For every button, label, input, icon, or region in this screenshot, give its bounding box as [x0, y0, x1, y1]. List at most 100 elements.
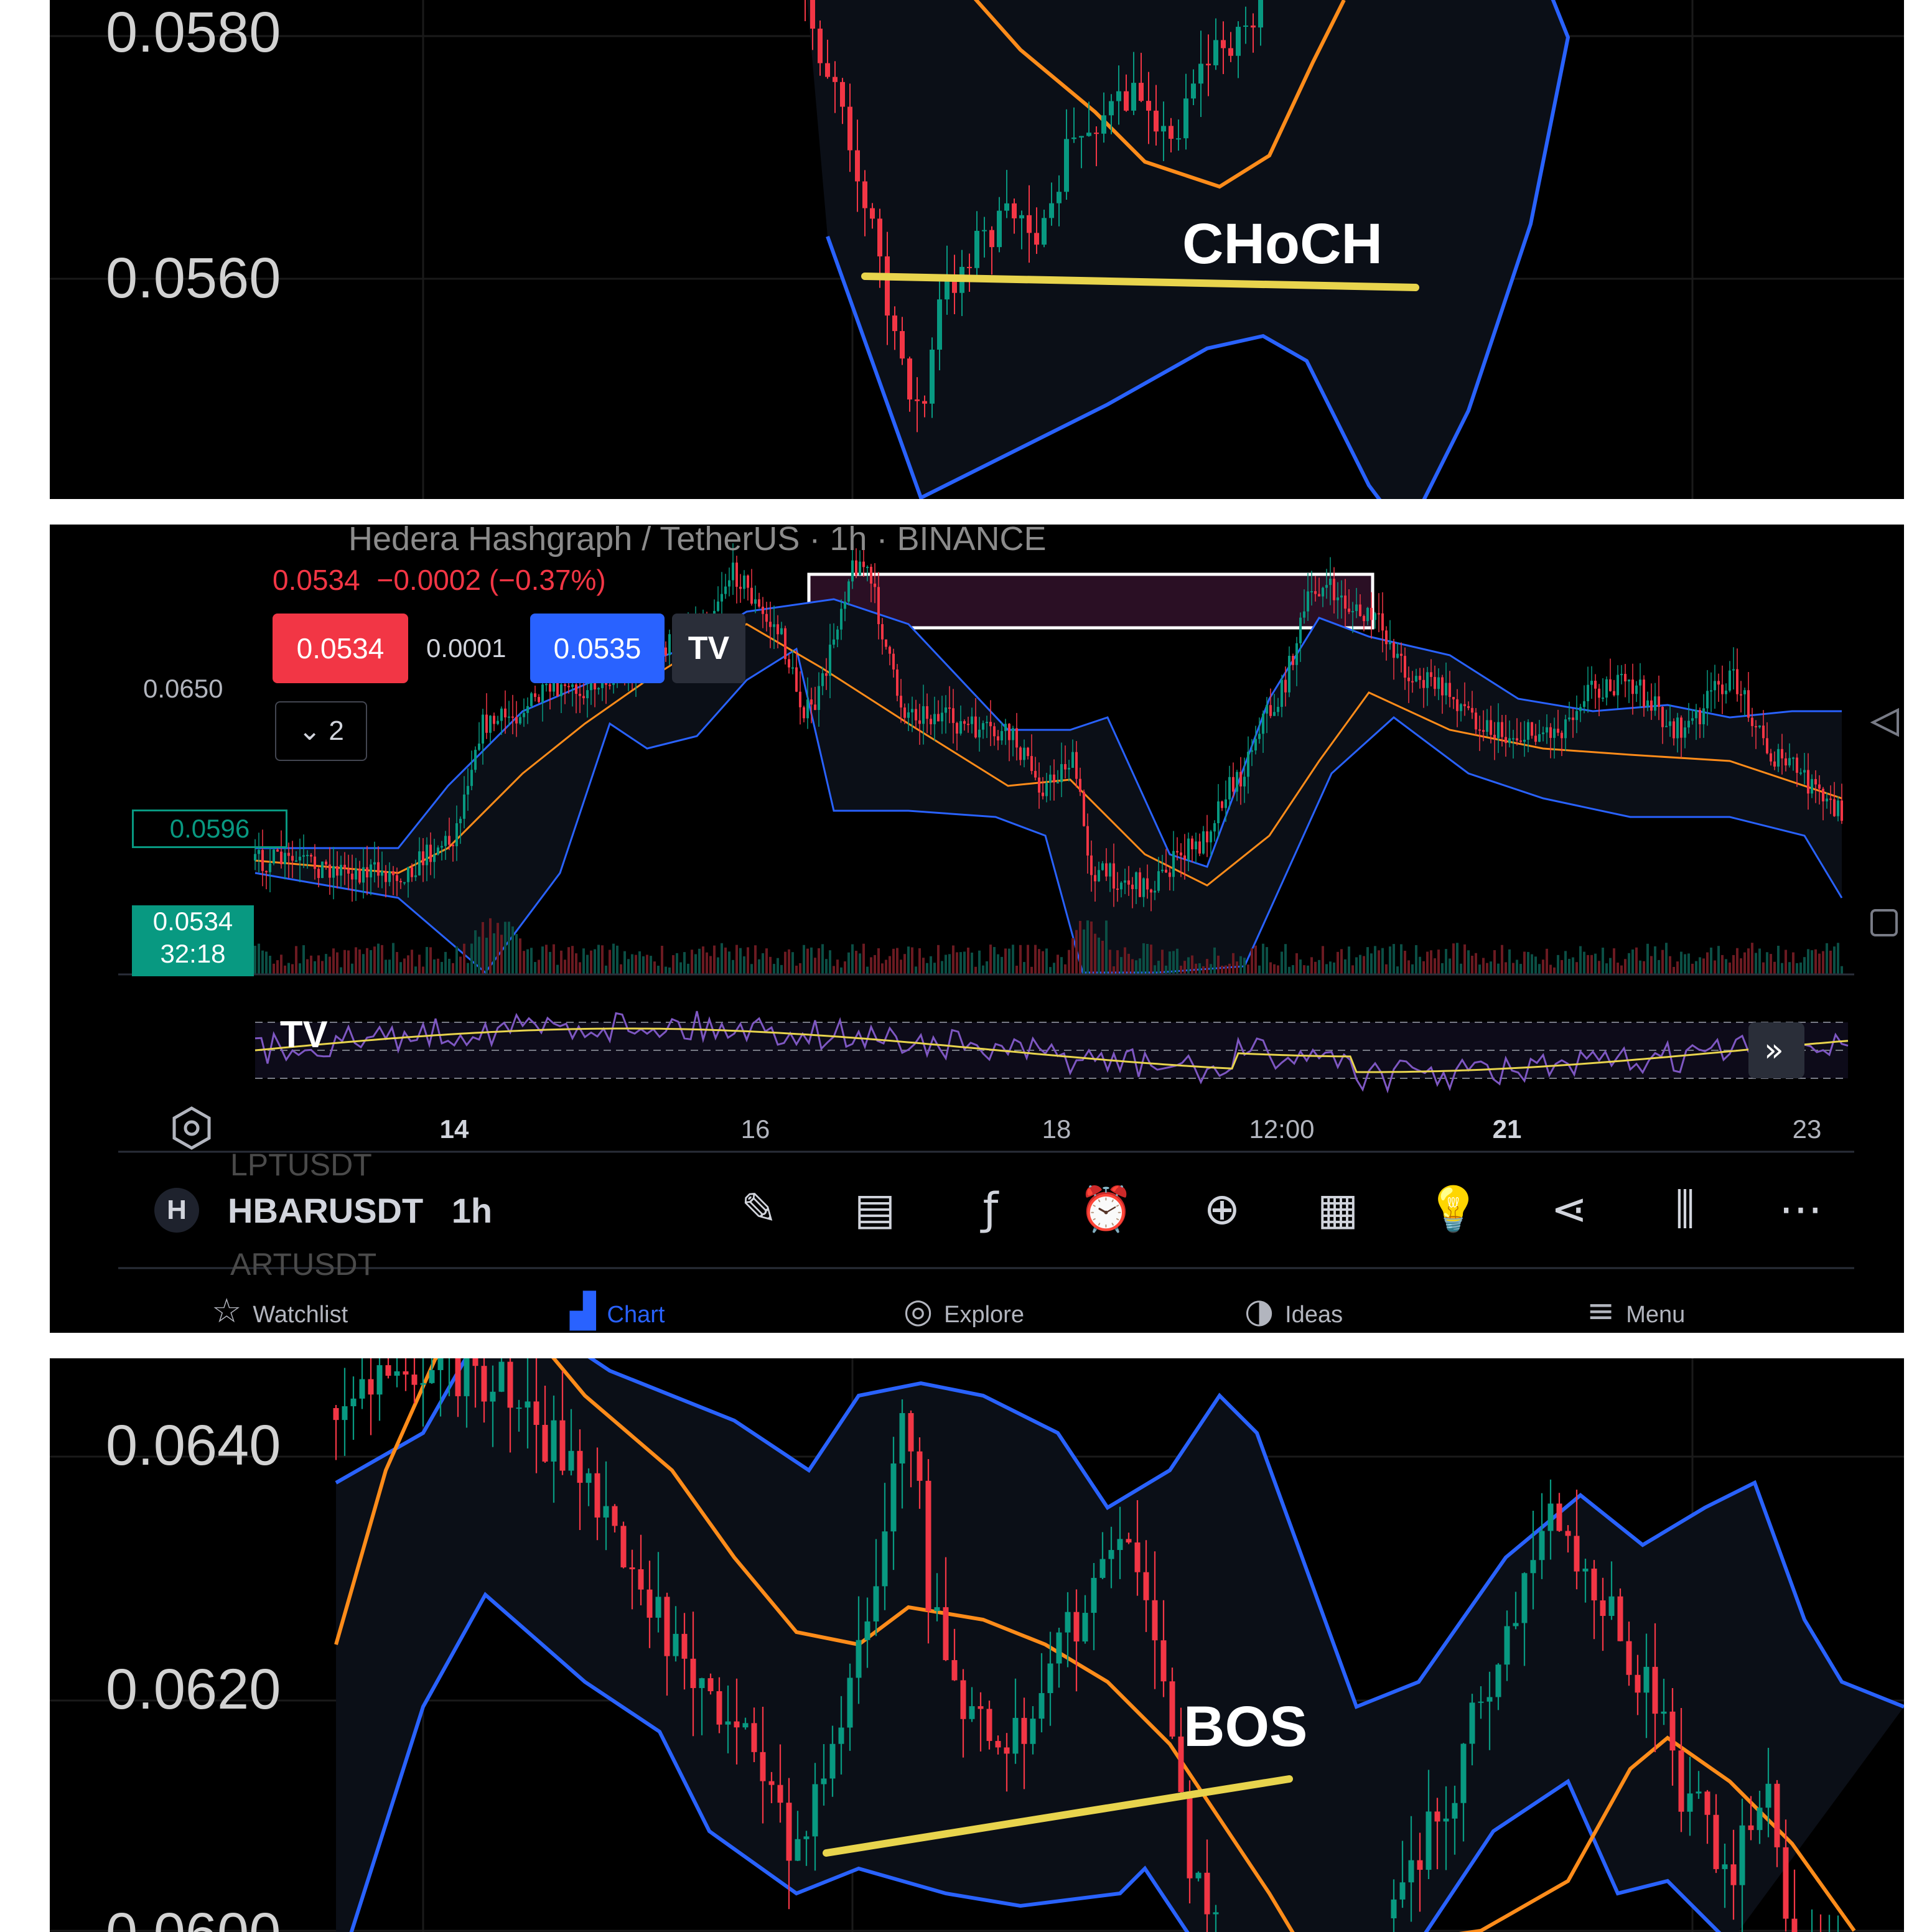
candle-body	[1391, 1899, 1397, 1918]
candle-body	[1826, 798, 1828, 801]
volume-bar	[381, 945, 383, 974]
candle-body	[472, 1358, 478, 1366]
nav-explore[interactable]: ◎ Explore	[903, 1291, 1024, 1330]
candle-body	[329, 864, 331, 878]
candle-body	[917, 1451, 923, 1481]
nav-menu[interactable]: ≡ Menu	[1587, 1291, 1685, 1330]
toolbar-interval[interactable]: 1h	[451, 1191, 493, 1230]
candle-body	[1108, 1550, 1114, 1559]
note-icon[interactable]: ▤	[854, 1183, 896, 1234]
candle-body	[788, 659, 790, 668]
candle-body	[394, 1371, 400, 1376]
volume-bar	[1684, 954, 1686, 974]
candle-body	[1475, 712, 1477, 730]
grid-icon[interactable]: ▦	[1317, 1183, 1359, 1234]
candle-body	[859, 561, 861, 576]
volume-bar	[1169, 951, 1171, 974]
volume-bar	[1452, 943, 1455, 974]
bot-lower-band	[349, 1592, 1722, 1932]
candle-body	[1743, 690, 1746, 694]
volume-bar	[273, 963, 275, 974]
volume-bar	[362, 954, 365, 974]
volume-bar	[470, 943, 473, 974]
candle-body	[1318, 594, 1320, 597]
main-chart-canvas[interactable]: TV »	[50, 525, 1904, 1333]
volume-bar	[1676, 961, 1679, 974]
symbol-title[interactable]: Hedera Hashgraph / TetherUS · 1h · BINAN…	[348, 525, 1047, 558]
zoomed-chart-bos: 0.0640 0.0620 0.0600 BOS	[50, 1358, 1904, 1932]
candle-body	[978, 729, 981, 738]
candle-body	[362, 867, 365, 883]
volume-bar	[1695, 961, 1697, 974]
candle-body	[498, 1361, 505, 1392]
indicators-collapse-button[interactable]: ⌄ 2	[275, 701, 367, 761]
candle-body	[1748, 1825, 1754, 1831]
volume-bar	[1531, 954, 1533, 974]
settings-hexagon-icon[interactable]	[167, 1103, 217, 1153]
candle-body	[1598, 688, 1600, 698]
volume-bar	[276, 960, 279, 974]
candle-body	[377, 862, 380, 876]
candle-body	[825, 673, 828, 676]
volume-bar	[1594, 953, 1597, 974]
candle-body	[1277, 707, 1279, 712]
volume-bar	[1687, 953, 1690, 974]
rsi-watermark: TV	[280, 1014, 328, 1055]
svg-text:H: H	[167, 1195, 187, 1225]
volume-bar	[698, 948, 701, 974]
more-icon[interactable]: ⋯	[1779, 1183, 1822, 1234]
candle-body	[1161, 126, 1166, 132]
volume-bar	[1247, 964, 1249, 974]
volume-bar	[1217, 955, 1220, 974]
candle-body	[1430, 672, 1432, 677]
volume-bar	[627, 959, 630, 974]
volume-bars	[254, 918, 1843, 974]
candle-body	[1495, 1664, 1501, 1697]
volume-bar	[1146, 944, 1149, 974]
volume-bar	[922, 958, 925, 974]
candle-body	[1617, 674, 1619, 696]
candle-body	[396, 875, 398, 881]
volume-bar	[1303, 965, 1305, 974]
sell-button[interactable]: 0.0534	[273, 614, 408, 683]
nav-watchlist[interactable]: ☆ Watchlist	[212, 1291, 348, 1330]
candle-body	[597, 688, 600, 689]
volume-bar	[1083, 929, 1085, 974]
candle-body	[773, 624, 775, 627]
volume-bar	[497, 923, 499, 974]
candle-body	[1785, 758, 1787, 766]
candle-body	[1419, 676, 1421, 680]
volume-bar	[455, 946, 458, 974]
lightbulb-icon[interactable]: 💡	[1426, 1183, 1481, 1234]
candle-body	[1501, 722, 1503, 737]
candle-body	[889, 646, 891, 654]
buy-button[interactable]: 0.0535	[530, 614, 665, 683]
volume-bar	[1635, 947, 1638, 974]
candle-body	[1527, 722, 1529, 740]
candle-icon[interactable]: ⫼	[1674, 1183, 1696, 1234]
volume-bar	[706, 952, 708, 974]
candle-body	[1602, 698, 1604, 699]
nav-ideas[interactable]: ◑ Ideas	[1244, 1291, 1343, 1330]
pencil-icon[interactable]: ✎	[740, 1183, 778, 1234]
candle-body	[1019, 747, 1022, 760]
volume-bar	[915, 966, 917, 974]
candle-body	[1225, 799, 1227, 808]
volume-bar	[358, 949, 361, 974]
candle-body	[603, 1506, 609, 1518]
nav-chart[interactable]: ▟ Chart	[570, 1291, 665, 1330]
volume-bar	[1266, 947, 1268, 974]
volume-bar	[623, 951, 626, 974]
alarm-icon[interactable]: ⏰	[1079, 1183, 1134, 1234]
candle-body	[444, 836, 447, 846]
volume-bar	[463, 943, 465, 974]
plus-circle-icon[interactable]: ⊕	[1203, 1183, 1241, 1234]
volume-bar	[1661, 950, 1664, 974]
share-icon[interactable]: ⋖	[1551, 1183, 1588, 1234]
function-icon[interactable]: ƒ	[982, 1183, 999, 1234]
toolbar-symbol[interactable]: HBARUSDT 1h	[228, 1190, 492, 1231]
volume-bar	[1030, 966, 1033, 974]
volume-bar	[1624, 959, 1626, 974]
candle-body	[1765, 1783, 1771, 1808]
volume-bar	[1019, 945, 1022, 974]
